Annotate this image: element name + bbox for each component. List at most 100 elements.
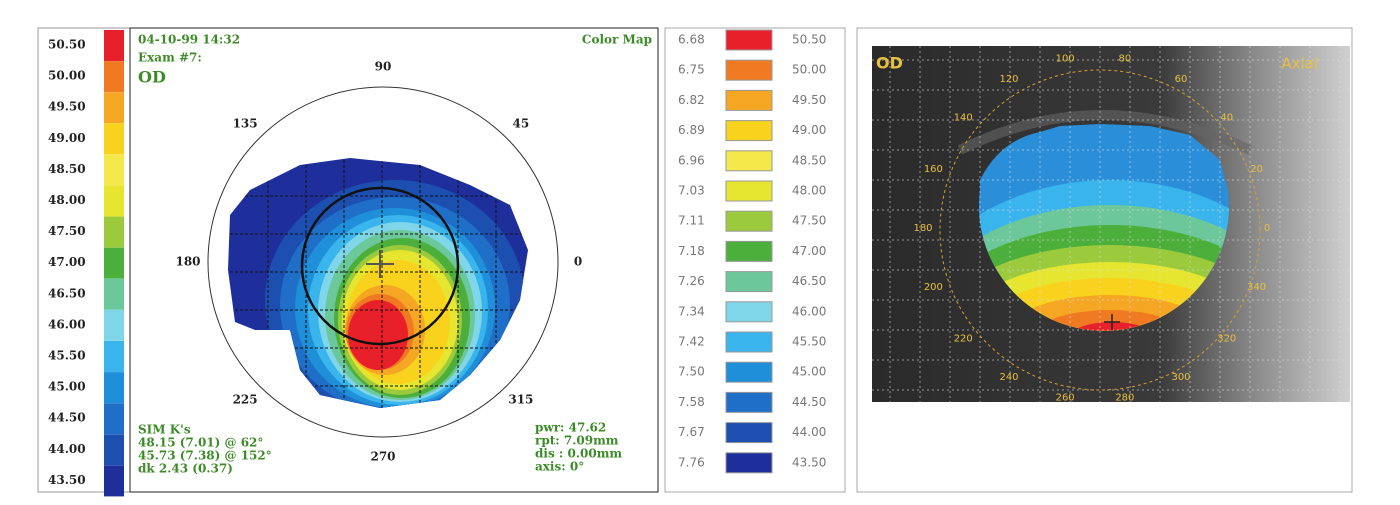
scale-swatch (104, 310, 124, 341)
stat-line: pwr: 47.62 (535, 421, 606, 435)
angle-label: 0 (574, 255, 582, 269)
power: 50.50 (792, 33, 826, 47)
swatch (726, 90, 772, 110)
angle-label: 90 (375, 60, 392, 74)
stat-line: axis: 0° (535, 460, 584, 474)
swatch (726, 151, 772, 171)
scale-swatch (104, 403, 124, 434)
scale-label: 47.00 (48, 255, 86, 269)
scale-swatch (104, 92, 124, 123)
power: 45.50 (792, 335, 826, 349)
angle-label: 180 (175, 255, 200, 269)
scale-swatch (104, 61, 124, 92)
radius: 7.67 (678, 425, 705, 439)
scale-swatch (104, 123, 124, 154)
angle-label: 45 (513, 117, 530, 131)
scale-swatch (104, 372, 124, 403)
scale-label: 49.50 (48, 100, 86, 114)
date: 04-10-99 14:32 (138, 33, 240, 47)
angle-label: 320 (1217, 334, 1236, 345)
scale-swatch (104, 341, 124, 372)
scale-swatch (104, 30, 124, 61)
scale-swatch (104, 248, 124, 279)
scale-swatch (104, 154, 124, 185)
power: 47.50 (792, 214, 826, 228)
radius: 7.50 (678, 365, 705, 379)
radius: 7.58 (678, 395, 705, 409)
scale-swatch (104, 434, 124, 465)
swatch (726, 302, 772, 322)
scale-label: 50.50 (48, 38, 86, 52)
angle-label: 220 (954, 334, 973, 345)
angle-label: 300 (1171, 372, 1190, 383)
angle-label: 0 (1264, 223, 1270, 234)
photo-eye: OD (876, 54, 903, 73)
swatch (726, 332, 772, 352)
power: 44.00 (792, 425, 826, 439)
angle-label: 100 (1056, 54, 1075, 65)
table: 6.68 50.50 6.75 50.00 6.82 49.50 6.89 49.00 6.96… (678, 30, 826, 473)
angle-label: 120 (999, 74, 1018, 85)
scale-swatch (104, 186, 124, 217)
radius: 6.75 (678, 63, 705, 77)
power: 48.00 (792, 184, 826, 198)
power: 49.00 (792, 123, 826, 137)
sim-k-line: SIM K's (138, 423, 191, 437)
swatch (726, 181, 772, 201)
exam: Exam #7: (138, 51, 202, 65)
angle-label: 135 (233, 117, 258, 131)
scale-label: 48.50 (48, 162, 86, 176)
angle-label: 180 (913, 223, 932, 234)
power: 46.00 (792, 304, 826, 318)
scale-label: 50.00 (48, 69, 86, 83)
eye: OD (138, 68, 166, 87)
angle-label: 270 (370, 450, 395, 464)
scale-label: 43.50 (48, 473, 86, 487)
scale-label: 44.00 (48, 442, 86, 456)
scale-label: 46.00 (48, 317, 86, 331)
scale-label: 48.00 (48, 193, 86, 207)
swatch (726, 272, 772, 292)
radius: 7.42 (678, 335, 705, 349)
radius: 6.68 (678, 33, 705, 47)
angle-label: 315 (508, 392, 533, 406)
power: 48.50 (792, 153, 826, 167)
radius: 6.89 (678, 123, 705, 137)
angle-label: 140 (954, 112, 973, 123)
scale-swatch (104, 465, 124, 496)
scale-label: 45.50 (48, 349, 86, 363)
scale-label: 45.00 (48, 380, 86, 394)
power: 46.50 (792, 274, 826, 288)
radius: 6.82 (678, 93, 705, 107)
swatch (726, 453, 772, 473)
angle-label: 340 (1247, 282, 1266, 293)
swatch (726, 392, 772, 412)
power: 43.50 (792, 455, 826, 469)
radius: 7.26 (678, 274, 705, 288)
mode: Color Map (582, 33, 652, 47)
power: 44.50 (792, 395, 826, 409)
radius: 7.11 (678, 214, 705, 228)
power: 47.00 (792, 244, 826, 258)
screen: 50.50 50.00 49.50 49.00 48.50 48.00 47.50 47.00… (0, 0, 1400, 501)
radius: 7.76 (678, 455, 705, 469)
stat-line: dis : 0.00mm (535, 447, 622, 461)
scale-swatch (104, 217, 124, 248)
scale-swatch (104, 279, 124, 310)
photo-mode: Axial (1281, 55, 1318, 73)
swatch (726, 362, 772, 382)
angle-label: 20 (1250, 164, 1263, 175)
scale-label: 47.50 (48, 224, 86, 238)
radius: 7.03 (678, 184, 705, 198)
radius: 7.34 (678, 304, 705, 318)
swatch (726, 211, 772, 231)
power: 49.50 (792, 93, 826, 107)
radius: 6.96 (678, 153, 705, 167)
power: 50.00 (792, 63, 826, 77)
angle-label: 240 (999, 372, 1018, 383)
angle-label: 280 (1115, 392, 1134, 403)
swatch (726, 241, 772, 261)
angle-label: 200 (924, 282, 943, 293)
swatch (726, 423, 772, 443)
scale-label: 46.50 (48, 286, 86, 300)
